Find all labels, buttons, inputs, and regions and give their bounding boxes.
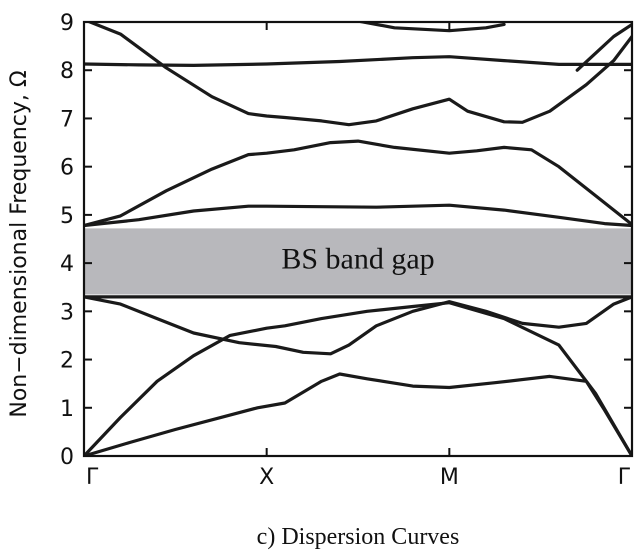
y-axis-label: Non−dimensional Frequency, Ω — [7, 70, 32, 417]
x-tick-label: M — [440, 465, 459, 490]
dispersion-branch-2 — [84, 301, 632, 456]
ticks-layer: 0 1 2 3 4 5 6 7 8 9 Γ X M Γ — [60, 11, 633, 490]
y-tick-label: 1 — [60, 397, 74, 422]
y-tick-label: 3 — [60, 300, 74, 325]
y-tick-label: 6 — [60, 156, 74, 181]
dispersion-branch-7 — [85, 22, 632, 127]
dispersion-branch-8 — [84, 55, 632, 67]
y-tick-label: 4 — [60, 252, 74, 277]
curves-layer — [84, 22, 632, 456]
y-tick-label: 5 — [60, 204, 74, 229]
x-tick-label: X — [259, 465, 274, 490]
y-tick-label: 9 — [60, 11, 74, 36]
y-tick-label: 7 — [60, 107, 74, 132]
figure-caption: c) Dispersion Curves — [257, 524, 460, 550]
plot-frame — [82, 20, 634, 458]
dispersion-branch-5 — [84, 203, 632, 228]
band-gap-layer — [84, 228, 632, 295]
x-tick-label: Γ — [86, 465, 99, 490]
dispersion-branch-10 — [575, 22, 632, 72]
y-tick-label: 8 — [60, 59, 74, 84]
y-tick-label: 0 — [60, 445, 74, 470]
dispersion-branch-3 — [84, 295, 632, 356]
dispersion-branch-6 — [84, 139, 632, 228]
dispersion-branch-9 — [356, 22, 506, 33]
band-gap-region — [84, 228, 632, 295]
band-gap-label: BS band gap — [281, 242, 434, 275]
x-tick-label: Γ — [618, 465, 631, 490]
y-tick-label: 2 — [60, 349, 74, 374]
dispersion-branch-1 — [84, 372, 632, 456]
